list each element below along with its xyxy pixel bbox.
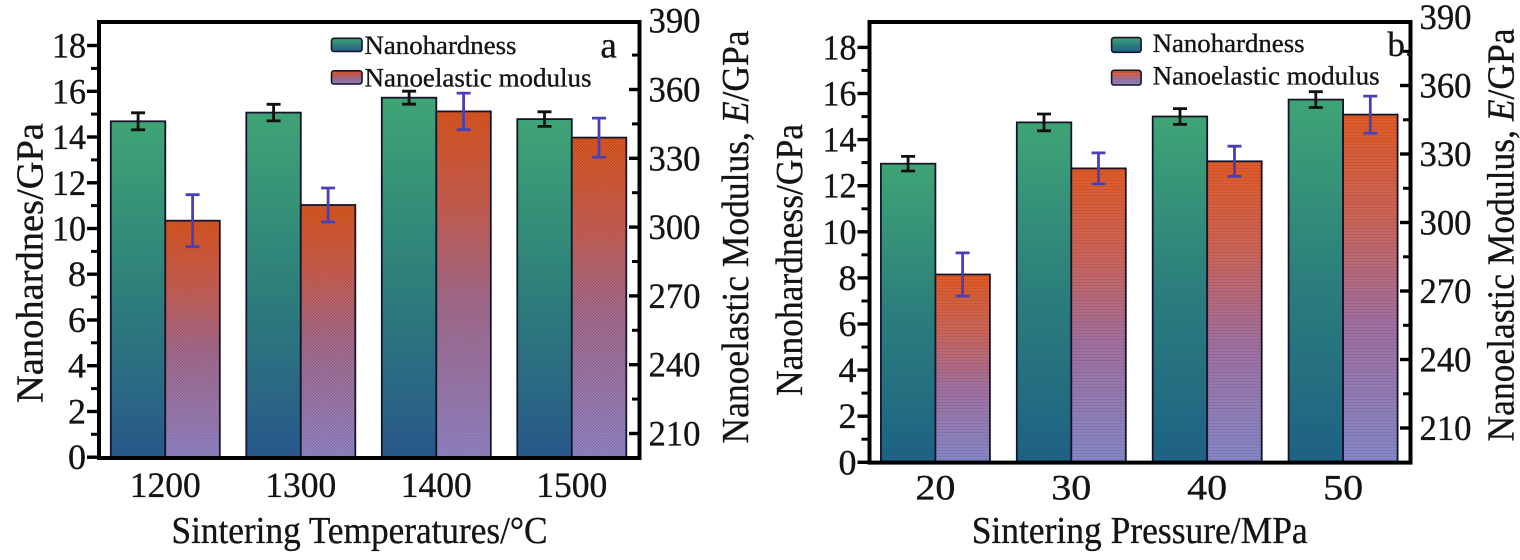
svg-text:6: 6	[839, 304, 857, 344]
svg-text:16: 16	[823, 74, 857, 114]
svg-text:300: 300	[649, 207, 701, 247]
svg-text:2: 2	[839, 396, 857, 436]
svg-text:Nanoelastic modulus: Nanoelastic modulus	[365, 63, 592, 92]
svg-text:390: 390	[649, 1, 701, 41]
svg-text:8: 8	[839, 258, 857, 298]
svg-text:10: 10	[52, 209, 86, 249]
svg-text:18: 18	[823, 27, 857, 67]
svg-text:2: 2	[68, 392, 86, 432]
svg-text:20: 20	[915, 468, 955, 508]
svg-text:Nanoelastic Modulus, E/GPa: Nanoelastic Modulus, E/GPa	[715, 30, 757, 443]
svg-text:Nanoelastic Modulus, E/GPa: Nanoelastic Modulus, E/GPa	[1481, 28, 1520, 441]
svg-text:Nanohardness: Nanohardness	[365, 31, 517, 60]
svg-text:360: 360	[1420, 66, 1472, 106]
svg-text:390: 390	[1420, 0, 1472, 37]
svg-text:12: 12	[823, 166, 857, 206]
svg-text:6: 6	[68, 300, 86, 340]
svg-text:30: 30	[1051, 468, 1091, 508]
svg-text:240: 240	[649, 345, 701, 385]
svg-text:270: 270	[1420, 271, 1472, 311]
svg-text:270: 270	[649, 276, 701, 316]
svg-text:16: 16	[52, 71, 86, 111]
svg-text:0: 0	[839, 442, 857, 482]
svg-text:14: 14	[823, 120, 857, 160]
svg-text:360: 360	[649, 70, 701, 110]
svg-text:210: 210	[649, 414, 701, 454]
svg-text:4: 4	[839, 350, 857, 390]
svg-text:18: 18	[52, 26, 86, 66]
svg-text:210: 210	[1420, 408, 1472, 448]
svg-text:Sintering Pressure/MPa: Sintering Pressure/MPa	[972, 510, 1308, 552]
svg-text:8: 8	[68, 254, 86, 294]
svg-text:330: 330	[1420, 134, 1472, 174]
svg-text:4: 4	[68, 346, 86, 386]
svg-text:330: 330	[649, 138, 701, 178]
svg-text:Nanohardnes/GPa: Nanohardnes/GPa	[10, 123, 52, 403]
svg-text:10: 10	[823, 212, 857, 252]
svg-text:Nanoelastic modulus: Nanoelastic modulus	[1153, 62, 1380, 91]
svg-text:1300: 1300	[265, 465, 336, 505]
svg-text:14: 14	[52, 117, 86, 157]
svg-text:50: 50	[1323, 468, 1363, 508]
svg-text:a: a	[600, 25, 616, 66]
svg-text:1400: 1400	[401, 465, 472, 505]
svg-text:12: 12	[52, 163, 86, 203]
svg-text:300: 300	[1420, 203, 1472, 243]
svg-text:b.: b.	[1387, 25, 1413, 64]
svg-text:0: 0	[68, 437, 86, 477]
svg-text:Nanohardness/GPa: Nanohardness/GPa	[769, 124, 811, 396]
svg-text:Sintering Temperatures/°C: Sintering Temperatures/°C	[172, 510, 548, 552]
svg-text:1200: 1200	[130, 465, 201, 505]
svg-text:40: 40	[1187, 468, 1227, 508]
svg-text:240: 240	[1420, 340, 1472, 380]
svg-text:1500: 1500	[536, 465, 607, 505]
svg-text:Nanohardness: Nanohardness	[1153, 29, 1305, 58]
